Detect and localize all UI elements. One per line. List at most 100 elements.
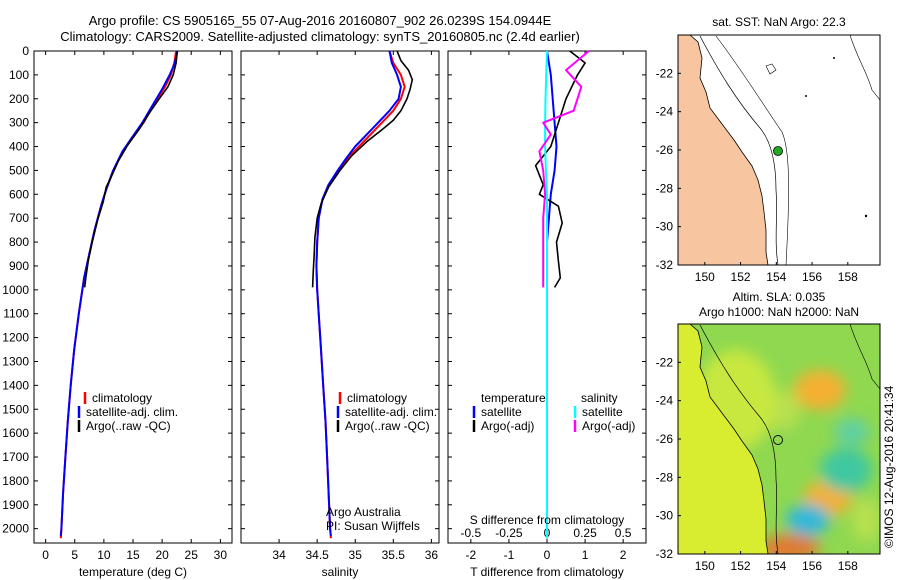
map-lon-tick-label: 156 bbox=[802, 559, 822, 573]
depth-tick-label: 1000 bbox=[2, 283, 29, 297]
map-lon-tick-label: 156 bbox=[802, 270, 822, 284]
series-line-temperature-argo-adj bbox=[534, 50, 586, 288]
map-lat-tick-label: -22 bbox=[656, 355, 674, 369]
legend-label-argo: Argo(..raw -QC) bbox=[345, 419, 430, 433]
org-label: Argo Australia bbox=[326, 505, 401, 519]
series-line-salinity-argo-adj bbox=[538, 50, 590, 288]
shelf-contour-bottom bbox=[699, 324, 779, 554]
x-tick-label: 1 bbox=[582, 548, 589, 562]
salinity-legend: climatology satellite-adj. clim. Argo(..… bbox=[336, 391, 437, 433]
header-line-1: Argo profile: CS 5905165_55 07-Aug-2016 … bbox=[88, 13, 552, 28]
s-difference-tick-label: 0.25 bbox=[573, 526, 597, 540]
argo-float-marker-sla[interactable] bbox=[773, 435, 783, 445]
x-tick-label: 34.5 bbox=[305, 548, 329, 562]
series-line-argo-raw-qc bbox=[311, 50, 414, 288]
legend-label-argo: Argo(..raw -QC) bbox=[86, 419, 171, 433]
depth-tick-label: 800 bbox=[9, 235, 29, 249]
map-lat-tick-label: -32 bbox=[656, 547, 674, 561]
depth-tick-label: 900 bbox=[9, 259, 29, 273]
depth-tick-label: 600 bbox=[9, 187, 29, 201]
island-dot bbox=[805, 95, 807, 97]
x-tick-label: 25 bbox=[185, 548, 199, 562]
x-tick-label: 36 bbox=[425, 548, 439, 562]
map-lat-tick-label: -26 bbox=[656, 143, 674, 157]
x-tick-label: 35.5 bbox=[382, 548, 406, 562]
depth-contour-top bbox=[715, 35, 789, 265]
s-difference-tick-label: -0.25 bbox=[495, 526, 523, 540]
x-tick-label: 35 bbox=[349, 548, 363, 562]
temperature-legend: climatology satellite-adj. clim. Argo(..… bbox=[77, 391, 178, 433]
depth-tick-label: 1800 bbox=[2, 474, 29, 488]
sla-field-blobs bbox=[696, 350, 880, 554]
sla-map-title-2: Argo h1000: NaN h2000: NaN bbox=[699, 305, 859, 319]
depth-tick-label: 1200 bbox=[2, 331, 29, 345]
legend-label-satellite: satellite-adj. clim. bbox=[345, 405, 437, 419]
sla-map-title-1: Altim. SLA: 0.035 bbox=[733, 290, 826, 304]
map-lat-tick-label: -28 bbox=[656, 470, 674, 484]
depth-tick-label: 500 bbox=[9, 163, 29, 177]
map-lat-tick-label: -28 bbox=[656, 181, 674, 195]
legend-label-temperature-satellite: satellite bbox=[481, 405, 522, 419]
map-lat-tick-label: -24 bbox=[656, 105, 674, 119]
header-line-2: Climatology: CARS2009. Satellite-adjuste… bbox=[60, 29, 580, 44]
x-tick-label: 5 bbox=[71, 548, 78, 562]
depth-tick-label: 1100 bbox=[3, 307, 29, 321]
salinity-axes-box bbox=[240, 50, 440, 544]
s-difference-tick-label: 0.5 bbox=[615, 526, 632, 540]
map-lon-tick-label: 154 bbox=[766, 559, 786, 573]
island-dot bbox=[864, 214, 868, 218]
x-tick-label: 20 bbox=[155, 548, 169, 562]
temperature-axes-box bbox=[33, 50, 233, 544]
sla-map: Altim. SLA: 0.035 Argo h1000: NaN h2000:… bbox=[656, 290, 881, 573]
depth-tick-label: 1900 bbox=[2, 498, 29, 512]
depth-tick-label: 2000 bbox=[2, 522, 29, 536]
legend-label-salinity-argo: Argo(-adj) bbox=[582, 419, 635, 433]
salinity-xlabel: salinity bbox=[322, 565, 359, 579]
depth-tick-label: 400 bbox=[9, 140, 29, 154]
x-tick-label: -1 bbox=[504, 548, 515, 562]
map-lat-tick-label: -22 bbox=[656, 66, 674, 80]
difference-legend: temperature satellite Argo(-adj) salinit… bbox=[472, 391, 635, 433]
x-tick-label: 2 bbox=[620, 548, 627, 562]
map-lat-tick-label: -26 bbox=[656, 432, 674, 446]
legend-label-climatology: climatology bbox=[92, 391, 152, 405]
depth-tick-label: 200 bbox=[9, 92, 29, 106]
depth-tick-label: 1600 bbox=[2, 426, 29, 440]
legend-label-satellite: satellite-adj. clim. bbox=[86, 405, 178, 419]
map-lat-tick-label: -30 bbox=[656, 509, 674, 523]
legend-heading-salinity: salinity bbox=[581, 391, 618, 405]
reef-island-top bbox=[765, 63, 777, 75]
x-tick-label: 30 bbox=[214, 548, 228, 562]
x-tick-label: 0 bbox=[544, 548, 551, 562]
series-line-argo-raw-qc bbox=[83, 50, 179, 288]
depth-tick-label: 300 bbox=[9, 116, 29, 130]
legend-label-climatology: climatology bbox=[347, 391, 407, 405]
x-tick-label: 15 bbox=[126, 548, 140, 562]
imos-stamp: ©IMOS 12-Aug-2016 20:41:34 bbox=[882, 385, 896, 548]
x-tick-label: 0 bbox=[42, 548, 49, 562]
shelf-contour-top bbox=[699, 35, 779, 265]
temperature-panel: 0100200300400500600700800900100011001200… bbox=[2, 44, 233, 579]
depth-tick-label: 1700 bbox=[2, 450, 29, 464]
map-lon-tick-label: 158 bbox=[838, 559, 858, 573]
map-lon-tick-label: 152 bbox=[731, 270, 751, 284]
difference-panel: -2 -1 0 1 2-0.5 -0.25 0 0.25 0.5 T difference fr… bbox=[447, 50, 647, 579]
island-dot bbox=[833, 57, 835, 59]
depth-tick-label: 700 bbox=[9, 211, 29, 225]
argo-float-marker[interactable] bbox=[773, 146, 783, 156]
depth-tick-label: 0 bbox=[22, 44, 29, 58]
map-lon-tick-label: 150 bbox=[695, 270, 715, 284]
legend-heading-temperature: temperature bbox=[481, 391, 546, 405]
map-lon-tick-label: 150 bbox=[695, 559, 715, 573]
t-difference-xlabel: T difference from climatology bbox=[470, 565, 624, 579]
map-lat-tick-label: -24 bbox=[656, 394, 674, 408]
depth-tick-label: 1400 bbox=[2, 378, 29, 392]
pi-label: PI: Susan Wijffels bbox=[326, 519, 420, 533]
australia-coast-bottom bbox=[678, 324, 769, 554]
x-tick-label: 10 bbox=[97, 548, 111, 562]
x-tick-label: 34 bbox=[272, 548, 286, 562]
map-lon-tick-label: 154 bbox=[766, 270, 786, 284]
x-tick-label: -2 bbox=[466, 548, 477, 562]
salinity-panel: 34 34.5 35 35.5 36 salinity climatology sate… bbox=[240, 50, 440, 579]
